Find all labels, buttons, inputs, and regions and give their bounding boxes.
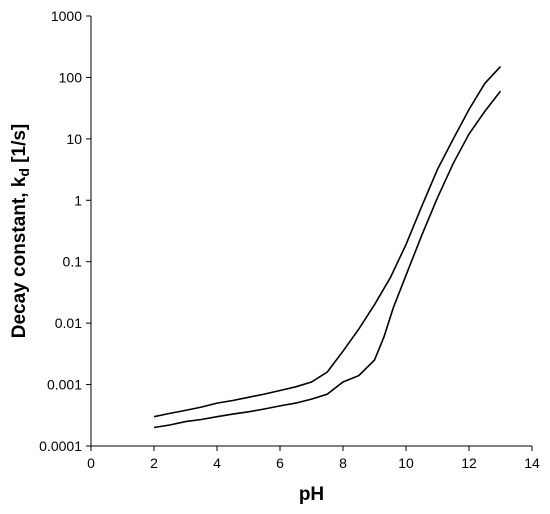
y-tick-label: 100 [59, 69, 83, 85]
tick-group: 0 2 4 6 8 10 12 14 0.0001 0.001 0.01 0.1 1 10 100 1000 [39, 8, 540, 471]
x-tick-label: 6 [276, 455, 284, 471]
y-tick-label: 0.001 [47, 377, 82, 393]
y-tick-label: 0.1 [63, 254, 83, 270]
y-tick-label: 10 [66, 131, 82, 147]
x-tick-label: 2 [150, 455, 158, 471]
y-tick-label: 0.01 [55, 315, 82, 331]
x-tick-label: 8 [339, 455, 347, 471]
y-axis-title-main: Decay constant, k [9, 176, 30, 338]
x-tick-label: 14 [524, 455, 540, 471]
y-axis-title-unit: [1/s] [9, 124, 30, 168]
y-axis-title: Decay constant, kd [1/s] [9, 124, 32, 339]
x-tick-label: 12 [461, 455, 477, 471]
x-tick-label: 10 [398, 455, 414, 471]
series-line-2 [153, 90, 502, 429]
x-tick-label: 0 [87, 455, 95, 471]
y-axis-title-subscript: d [16, 168, 32, 177]
y-tick-label: 0.0001 [39, 438, 82, 454]
y-tick-label: 1 [74, 192, 82, 208]
series-group [153, 66, 502, 429]
x-axis-title: pH [299, 484, 324, 505]
series-line-1 [153, 66, 502, 418]
plot-area [90, 16, 532, 447]
y-tick-label: 1000 [51, 8, 82, 24]
x-tick-label: 4 [213, 455, 221, 471]
